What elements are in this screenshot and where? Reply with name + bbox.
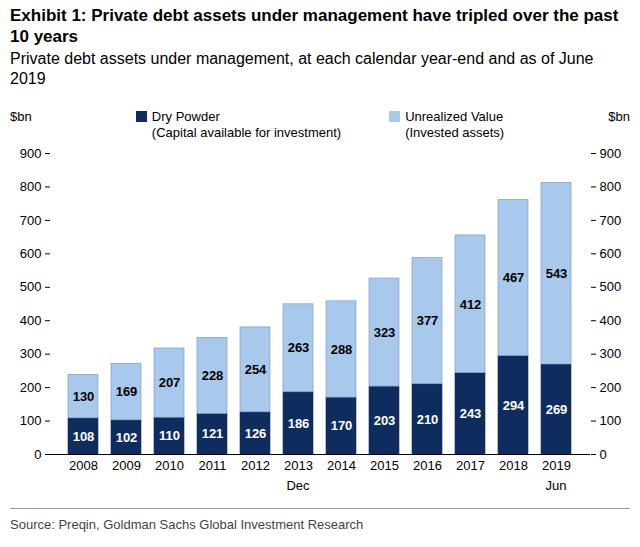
svg-text:Dec: Dec [286, 478, 310, 493]
svg-text:203: 203 [374, 412, 396, 427]
svg-text:2016: 2016 [413, 457, 442, 472]
svg-text:294: 294 [503, 397, 525, 412]
svg-text:300: 300 [600, 346, 622, 361]
html-text:(Capital available for investm: (Capital available for investment) [151, 125, 342, 141]
html-text:Private debt assets under mana: Private debt assets under management, at… [10, 50, 594, 88]
svg-text:500: 500 [20, 279, 42, 294]
svg-text:543: 543 [546, 266, 568, 281]
svg-text:377: 377 [417, 313, 439, 328]
svg-text:2017: 2017 [456, 457, 485, 472]
svg-text:2010: 2010 [155, 457, 184, 472]
svg-text:700: 700 [600, 212, 622, 227]
svg-text:2009: 2009 [112, 457, 141, 472]
svg-text:400: 400 [20, 313, 42, 328]
svg-text:243: 243 [460, 406, 482, 421]
svg-text:100: 100 [600, 413, 622, 428]
svg-text:2018: 2018 [499, 457, 528, 472]
svg-text:2012: 2012 [241, 457, 270, 472]
svg-text:207: 207 [159, 375, 181, 390]
svg-text:100: 100 [20, 413, 42, 428]
svg-text:170: 170 [331, 418, 353, 433]
html-text:$bn: $bn [608, 109, 630, 125]
svg-text:2014: 2014 [327, 457, 356, 472]
html-text:Dry Powder: Dry Powder [151, 109, 220, 125]
svg-text:900: 900 [20, 145, 42, 160]
html-text:Unrealized Value: Unrealized Value [405, 109, 504, 125]
svg-text:700: 700 [20, 212, 42, 227]
svg-text:Jun: Jun [546, 478, 567, 493]
svg-text:110: 110 [159, 428, 180, 443]
html-text:(Invested assets): (Invested assets) [405, 125, 505, 141]
svg-text:412: 412 [460, 296, 482, 311]
svg-text:2008: 2008 [69, 457, 98, 472]
svg-text:500: 500 [600, 279, 622, 294]
svg-text:108: 108 [73, 428, 95, 443]
svg-text:323: 323 [374, 324, 396, 339]
svg-text:200: 200 [20, 379, 42, 394]
svg-text:263: 263 [288, 340, 310, 355]
svg-text:900: 900 [600, 145, 622, 160]
svg-text:169: 169 [116, 384, 138, 399]
svg-text:186: 186 [288, 415, 310, 430]
svg-text:400: 400 [600, 313, 622, 328]
svg-text:102: 102 [116, 429, 138, 444]
svg-text:800: 800 [600, 179, 622, 194]
svg-text:121: 121 [202, 426, 224, 441]
svg-text:254: 254 [245, 362, 267, 377]
svg-text:210: 210 [417, 411, 439, 426]
svg-text:228: 228 [202, 368, 224, 383]
svg-text:467: 467 [503, 270, 525, 285]
svg-text:269: 269 [546, 401, 568, 416]
svg-text:2015: 2015 [370, 457, 399, 472]
svg-text:600: 600 [20, 246, 42, 261]
svg-text:800: 800 [20, 179, 42, 194]
html-text:Exhibit 1: Private debt assets: Exhibit 1: Private debt assets under man… [10, 6, 619, 46]
svg-text:0: 0 [34, 446, 41, 461]
svg-text:300: 300 [20, 346, 42, 361]
svg-text:2019: 2019 [542, 457, 571, 472]
svg-text:130: 130 [73, 388, 95, 403]
svg-text:200: 200 [600, 379, 622, 394]
html-text:Source: Preqin, Goldman Sachs: Source: Preqin, Goldman Sachs Global Inv… [10, 516, 364, 532]
svg-text:600: 600 [600, 246, 622, 261]
svg-text:288: 288 [331, 341, 353, 356]
svg-text:0: 0 [600, 446, 607, 461]
svg-text:126: 126 [245, 425, 267, 440]
svg-text:2013: 2013 [284, 457, 313, 472]
html-text:$bn: $bn [10, 109, 32, 125]
svg-text:2011: 2011 [199, 457, 227, 472]
